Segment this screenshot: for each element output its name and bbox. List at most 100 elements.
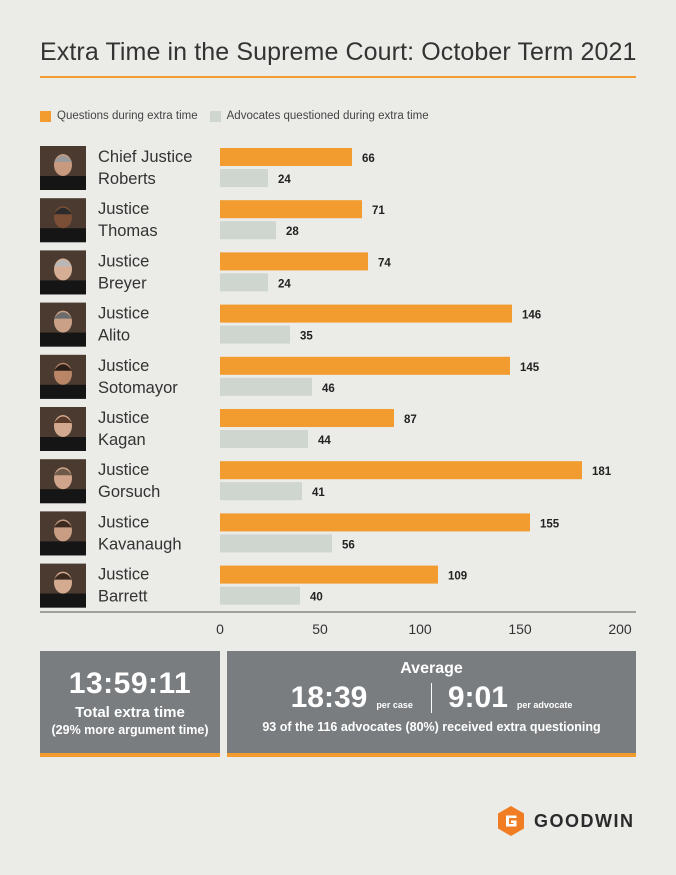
panel-accent-bar bbox=[40, 753, 220, 757]
bar-advocates bbox=[220, 169, 268, 187]
data-label-questions: 146 bbox=[522, 310, 541, 322]
justice-title: Justice bbox=[98, 252, 149, 270]
justice-name: Kagan bbox=[98, 431, 146, 449]
justice-title: Justice bbox=[98, 200, 149, 218]
data-label-questions: 109 bbox=[448, 571, 467, 583]
bar-advocates bbox=[220, 534, 332, 553]
data-label-questions: 155 bbox=[540, 518, 560, 530]
average-heading: Average bbox=[400, 660, 463, 677]
average-divider bbox=[430, 683, 432, 713]
page-title: Extra Time in the Supreme Court: October… bbox=[40, 38, 637, 66]
data-label-advocates: 40 bbox=[310, 592, 323, 604]
bar-questions bbox=[220, 461, 582, 480]
data-label-advocates: 44 bbox=[318, 435, 331, 447]
data-label-advocates: 28 bbox=[286, 226, 299, 238]
total-time-value: 13:59:11 bbox=[68, 667, 192, 700]
portrait-robe bbox=[40, 593, 86, 608]
total-time-panel: 13:59:11 Total extra time (29% more argu… bbox=[40, 651, 220, 757]
data-label-questions: 71 bbox=[372, 205, 385, 217]
justice-title: Justice bbox=[98, 305, 149, 323]
data-label-advocates: 24 bbox=[278, 174, 291, 186]
title-underline bbox=[40, 76, 636, 78]
bar-questions bbox=[220, 200, 362, 219]
bar-chart: Chief Justice Roberts 66 24 Justice Thomas 71 2… bbox=[40, 146, 636, 637]
portrait-robe bbox=[40, 541, 86, 556]
portrait-hair bbox=[54, 364, 72, 371]
justice-title: Justice bbox=[98, 409, 149, 427]
bar-advocates bbox=[220, 586, 300, 605]
data-label-advocates: 46 bbox=[322, 383, 335, 395]
goodwin-logo-icon bbox=[498, 806, 524, 836]
data-label-advocates: 24 bbox=[278, 278, 291, 290]
justice-title: Justice bbox=[98, 513, 149, 531]
justice-name: Gorsuch bbox=[98, 483, 160, 501]
bar-questions bbox=[220, 252, 368, 271]
per-case-label: per case bbox=[376, 700, 413, 710]
data-label-advocates: 56 bbox=[342, 539, 355, 551]
bar-advocates bbox=[220, 325, 290, 344]
portrait-robe bbox=[40, 176, 86, 190]
average-values-row: 18:39 per case 9:01 per advocate bbox=[227, 678, 636, 718]
bar-advocates bbox=[220, 482, 302, 501]
logo-text: GOODWIN bbox=[534, 810, 635, 831]
bar-advocates bbox=[220, 430, 308, 448]
justice-title: Justice bbox=[98, 357, 149, 375]
justice-name: Barrett bbox=[98, 588, 148, 606]
legend-label-questions: Questions during extra time bbox=[57, 110, 198, 122]
bar-questions bbox=[220, 356, 510, 375]
data-label-questions: 74 bbox=[378, 257, 391, 269]
justice-name: Kavanaugh bbox=[98, 535, 182, 553]
chart-legend: Questions during extra time Advocates qu… bbox=[40, 110, 441, 122]
data-label-questions: 145 bbox=[520, 362, 540, 374]
total-time-note: (29% more argument time) bbox=[51, 723, 209, 737]
portrait-robe bbox=[40, 228, 86, 243]
data-label-questions: 87 bbox=[404, 414, 417, 426]
bar-questions bbox=[220, 409, 394, 427]
portrait-robe bbox=[40, 280, 86, 295]
data-label-advocates: 35 bbox=[300, 331, 313, 343]
portrait-hair bbox=[54, 416, 72, 423]
goodwin-logo: GOODWIN bbox=[497, 806, 635, 836]
legend-swatch-questions bbox=[40, 110, 51, 122]
bar-questions bbox=[220, 148, 352, 166]
per-advocate-label: per advocate bbox=[516, 700, 573, 710]
portrait-hair bbox=[54, 520, 72, 528]
bar-advocates bbox=[220, 221, 276, 240]
legend-item-advocates: Advocates questioned during extra time bbox=[209, 110, 429, 122]
portrait-hair bbox=[54, 468, 72, 476]
legend-swatch-advocates bbox=[209, 110, 221, 122]
data-label-questions: 66 bbox=[362, 153, 375, 165]
portrait-hair bbox=[54, 207, 72, 215]
x-tick-label: 150 bbox=[508, 621, 532, 637]
portrait-hair bbox=[54, 312, 72, 319]
data-label-advocates: 41 bbox=[312, 487, 325, 499]
portrait-robe bbox=[40, 489, 86, 504]
justice-title: Justice bbox=[98, 566, 149, 584]
per-advocate-value: 9:01 bbox=[447, 681, 508, 714]
bar-advocates bbox=[220, 377, 312, 396]
justice-name: Alito bbox=[98, 327, 130, 345]
panel-accent-bar bbox=[227, 753, 636, 757]
bar-questions bbox=[220, 304, 512, 323]
legend-label-advocates: Advocates questioned during extra time bbox=[226, 110, 429, 122]
legend-item-questions: Questions during extra time bbox=[40, 110, 198, 122]
justice-name: Roberts bbox=[98, 170, 156, 188]
justice-name: Sotomayor bbox=[98, 379, 178, 397]
portrait-robe bbox=[40, 332, 86, 347]
justice-title: Chief Justice bbox=[98, 148, 192, 166]
bar-advocates bbox=[220, 273, 268, 292]
average-panel: Average 18:39 per case 9:01 per advocate… bbox=[227, 651, 636, 757]
justice-name: Thomas bbox=[98, 222, 158, 240]
x-tick-label: 0 bbox=[216, 621, 224, 637]
advocates-note: 93 of the 116 advocates (80%) received e… bbox=[262, 720, 601, 734]
x-tick-label: 100 bbox=[408, 621, 432, 637]
total-time-label: Total extra time bbox=[75, 704, 185, 721]
portrait-hair bbox=[54, 259, 72, 267]
portrait-hair bbox=[54, 573, 72, 580]
x-tick-label: 200 bbox=[608, 621, 632, 637]
portrait-hair bbox=[54, 155, 72, 162]
justice-title: Justice bbox=[98, 461, 149, 479]
portrait-robe bbox=[40, 437, 86, 451]
data-label-questions: 181 bbox=[592, 466, 612, 478]
per-case-value: 18:39 bbox=[290, 681, 368, 714]
